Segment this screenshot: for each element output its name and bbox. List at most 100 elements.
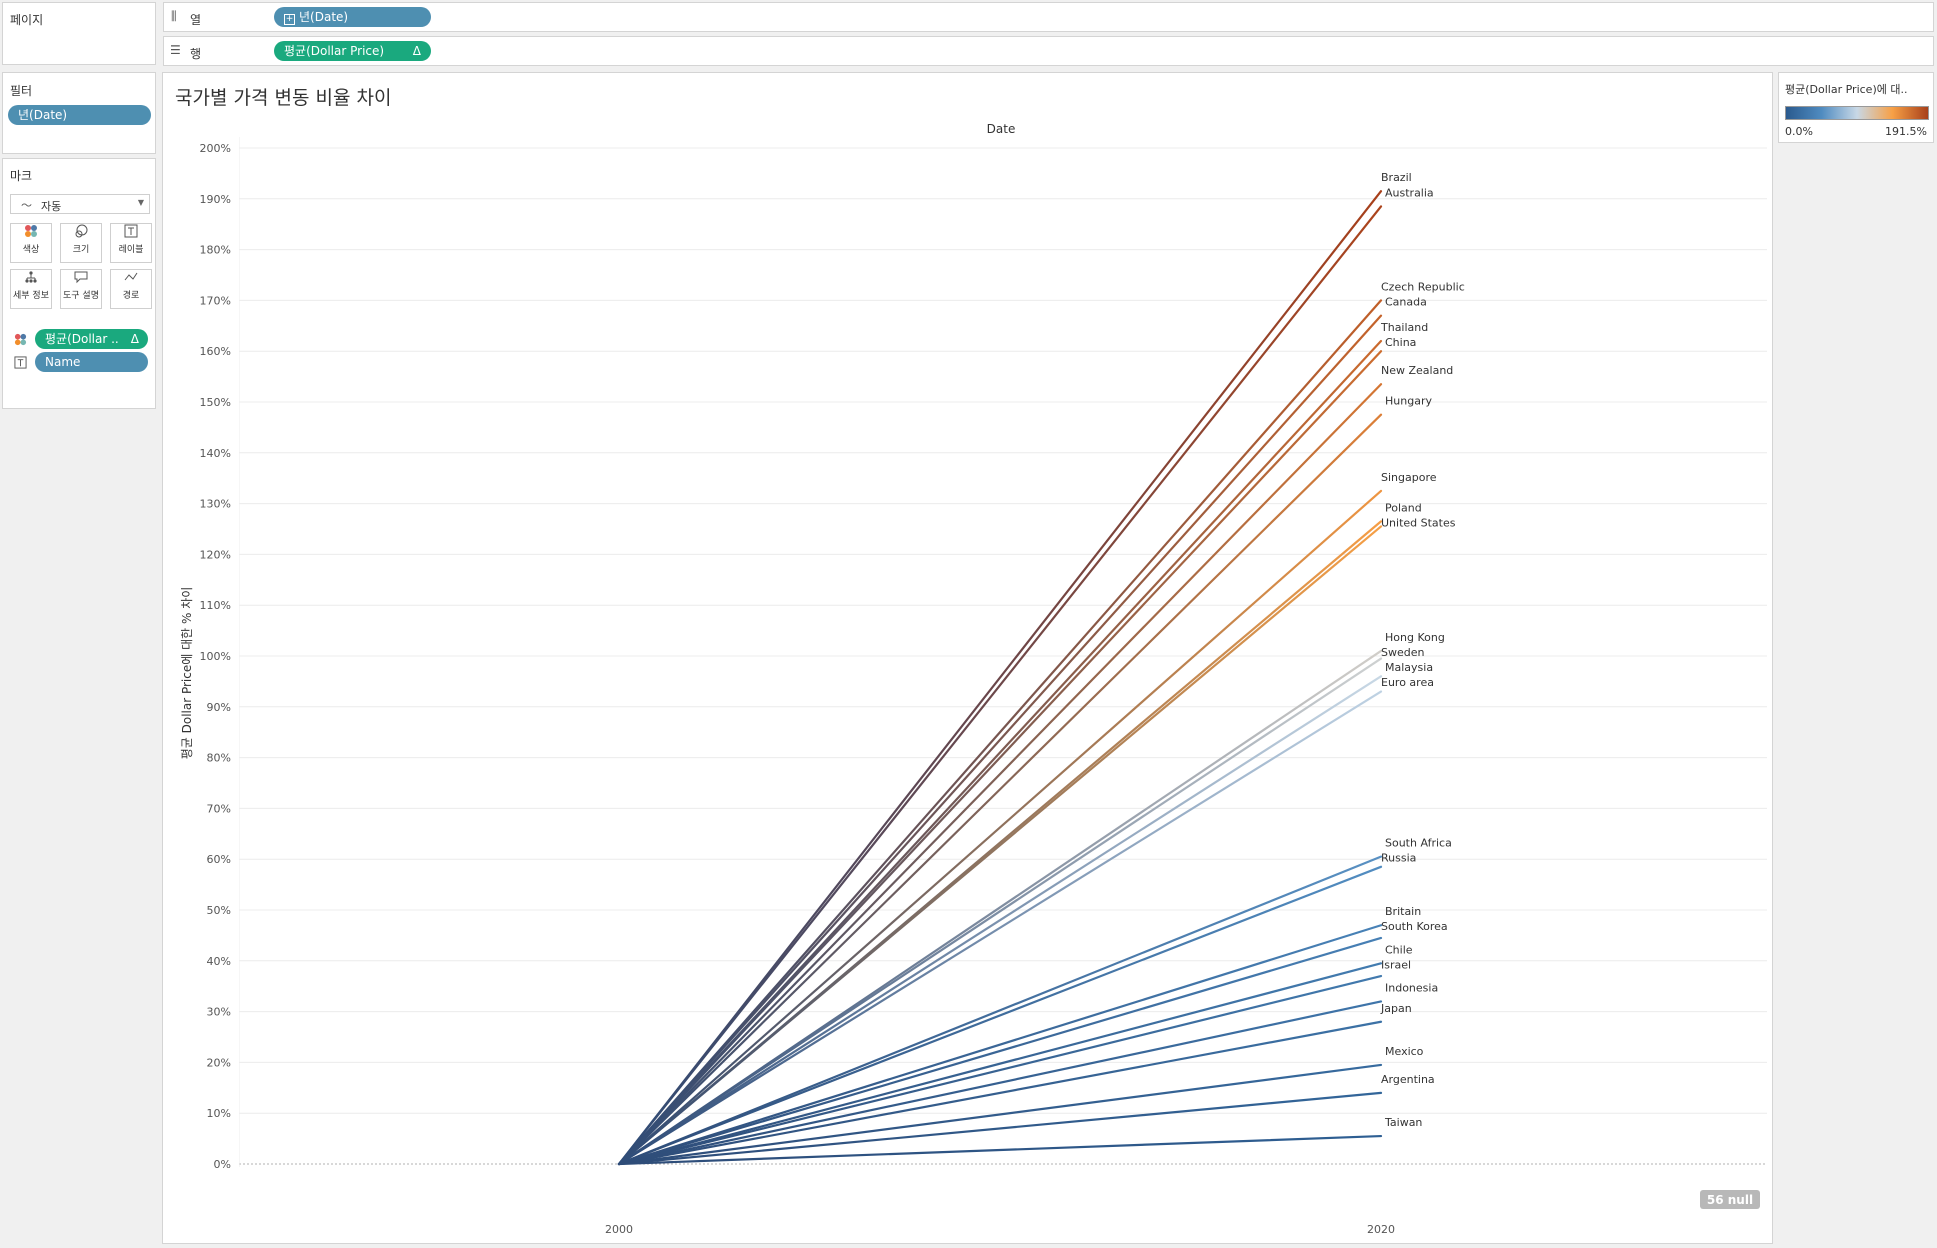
chart-view[interactable]: 국가별 가격 변동 비율 차이 Date 평균 Dollar Price에 대한… <box>162 72 1773 1244</box>
x-axis-title: Date <box>987 122 1016 136</box>
series-line-new-zealand <box>617 383 1383 1166</box>
detail-icon <box>11 270 51 290</box>
series-label: South Korea <box>1381 920 1448 933</box>
color-field-label: 평균(Dollar .. <box>45 332 119 346</box>
y-tick-label: 70% <box>207 802 231 815</box>
series-line-czech-republic <box>617 299 1383 1166</box>
null-badge[interactable]: 56 null <box>1707 1193 1753 1207</box>
series-line-malaysia <box>617 675 1383 1166</box>
y-tick-label: 160% <box>200 345 231 358</box>
series-label: Russia <box>1381 852 1416 865</box>
series-line-canada <box>617 314 1383 1166</box>
series-line-hungary <box>617 413 1383 1166</box>
series-label: Taiwan <box>1384 1116 1422 1129</box>
filter-pill-date[interactable]: 년(Date) <box>8 105 151 125</box>
series-line-israel <box>617 974 1383 1166</box>
marks-color-button[interactable]: 색상 <box>10 223 52 263</box>
series-label: Indonesia <box>1385 981 1438 994</box>
y-tick-label: 80% <box>207 752 231 765</box>
delta-icon: Δ <box>130 332 139 346</box>
marks-detail-button[interactable]: 세부 정보 <box>10 269 52 309</box>
marks-label-label: 레이블 <box>118 245 144 255</box>
rows-shelf[interactable]: ☰ 행 평균(Dollar Price) Δ <box>163 36 1934 66</box>
y-tick-label: 50% <box>207 904 231 917</box>
y-tick-label: 30% <box>207 1006 231 1019</box>
y-tick-label: 130% <box>200 498 231 511</box>
y-tick-label: 120% <box>200 548 231 561</box>
y-tick-label: 60% <box>207 853 231 866</box>
pages-panel[interactable]: 페이지 <box>2 2 156 65</box>
mark-type-label: 자동 <box>41 200 62 213</box>
series-label: China <box>1385 336 1416 349</box>
text-field-icon <box>14 356 27 372</box>
series-line-britain <box>617 924 1383 1166</box>
filters-panel[interactable]: 필터 년(Date) <box>2 72 156 154</box>
rows-icon: ☰ <box>170 43 181 57</box>
series-label: Canada <box>1385 296 1427 309</box>
series-label: Chile <box>1385 943 1413 956</box>
null-badge-bg <box>1700 1190 1760 1209</box>
filter-pill-label: 년(Date) <box>18 108 68 122</box>
y-tick-label: 0% <box>214 1158 231 1171</box>
series-label: Britain <box>1385 905 1421 918</box>
marks-panel[interactable]: 마크 〜 자동 ▼ 색상 크기 레이블 세부 정보 도구 설명 <box>2 158 156 409</box>
series-line-australia <box>617 205 1383 1166</box>
rows-pill-label: 평균(Dollar Price) <box>284 44 385 58</box>
color-field-pill[interactable]: 평균(Dollar .. Δ <box>35 329 148 349</box>
series-label: South Africa <box>1385 837 1452 850</box>
y-tick-label: 170% <box>200 294 231 307</box>
series-line-japan <box>617 1020 1383 1166</box>
series-label: Israel <box>1381 958 1411 971</box>
tooltip-icon <box>61 270 101 290</box>
series-label: Malaysia <box>1385 661 1433 674</box>
line-chart: 국가별 가격 변동 비율 차이 Date 평균 Dollar Price에 대한… <box>175 87 1767 1236</box>
series-label: Thailand <box>1380 321 1428 334</box>
text-field-pill[interactable]: Name <box>35 352 148 372</box>
marks-detail-label: 세부 정보 <box>13 291 49 301</box>
series-label: Singapore <box>1381 471 1437 484</box>
series-label: Brazil <box>1381 171 1412 184</box>
color-field-icon <box>14 333 27 349</box>
series-line-south-africa <box>617 855 1383 1166</box>
mark-type-dropdown[interactable]: 〜 자동 ▼ <box>10 194 150 214</box>
marks-title: 마크 <box>10 169 33 183</box>
text-field-label: Name <box>45 355 81 369</box>
y-tick-label: 20% <box>207 1056 231 1069</box>
size-icon <box>61 224 101 244</box>
y-tick-label: 180% <box>200 244 231 257</box>
series-line-sweden <box>617 657 1383 1166</box>
series-label: Czech Republic <box>1381 280 1465 293</box>
y-axis-title: 평균 Dollar Price에 대한 % 차이 <box>180 587 194 760</box>
marks-tooltip-button[interactable]: 도구 설명 <box>60 269 102 309</box>
y-tick-label: 190% <box>200 193 231 206</box>
text-label-icon <box>111 224 151 244</box>
color-legend[interactable]: 평균(Dollar Price)에 대.. 0.0% 191.5% <box>1778 72 1934 143</box>
marks-label-button[interactable]: 레이블 <box>110 223 152 263</box>
series-line-singapore <box>617 489 1383 1166</box>
columns-pill-label: 년(Date) <box>299 10 349 24</box>
path-icon <box>111 270 151 290</box>
expand-icon: + <box>284 14 295 25</box>
rows-pill-dollar-price[interactable]: 평균(Dollar Price) Δ <box>274 41 431 61</box>
marks-path-button[interactable]: 경로 <box>110 269 152 309</box>
legend-max-label: 191.5% <box>1885 125 1927 138</box>
series-label: Argentina <box>1381 1073 1435 1086</box>
series-line-brazil <box>617 190 1383 1166</box>
series-line-mexico <box>617 1063 1383 1166</box>
columns-shelf[interactable]: ⫼ 열 + 년(Date) <box>163 2 1934 32</box>
series-line-south-korea <box>617 936 1383 1166</box>
legend-gradient <box>1785 106 1929 120</box>
series-label: Mexico <box>1385 1045 1424 1058</box>
series-label: Australia <box>1385 186 1434 199</box>
series-line-chile <box>617 962 1383 1166</box>
series-line-thailand <box>617 339 1383 1166</box>
columns-icon: ⫼ <box>171 9 176 23</box>
series-line-taiwan <box>617 1134 1383 1166</box>
marks-size-button[interactable]: 크기 <box>60 223 102 263</box>
series-label: United States <box>1381 516 1456 529</box>
legend-title: 평균(Dollar Price)에 대.. <box>1785 83 1908 96</box>
columns-pill-date[interactable]: + 년(Date) <box>274 7 431 27</box>
y-tick-label: 140% <box>200 447 231 460</box>
series-label: Poland <box>1385 501 1422 514</box>
marks-color-label: 색상 <box>22 245 40 255</box>
